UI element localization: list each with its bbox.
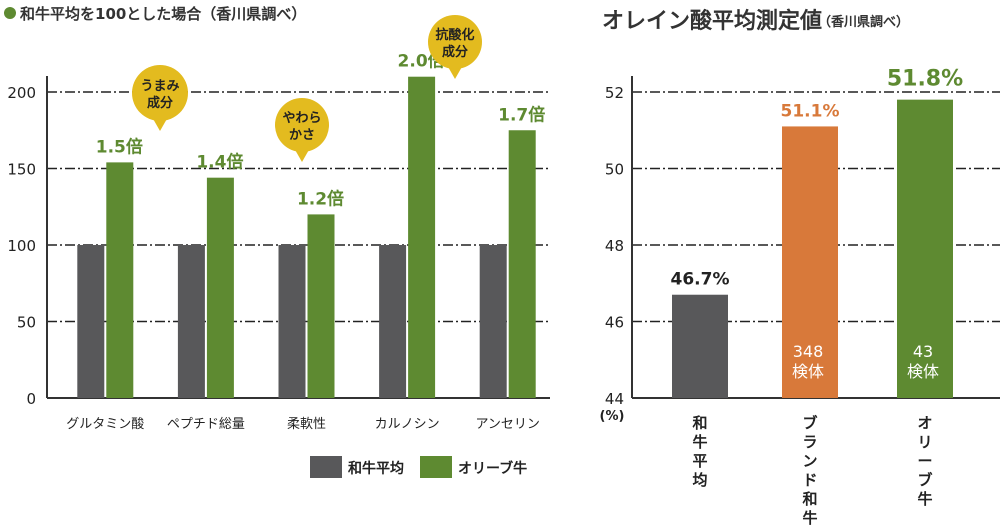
x-tick-label-char: ブ xyxy=(917,471,932,489)
legend-label-wagyu: 和牛平均 xyxy=(348,460,404,477)
bar-wagyu-average xyxy=(278,245,306,398)
y-tick-label: 50 xyxy=(17,314,36,332)
x-tick-label-char: 牛 xyxy=(917,490,932,508)
left-chart: 0501001502001.5倍グルタミン酸1.4倍ペプチド総量1.2倍柔軟性2… xyxy=(7,15,550,432)
data-label: 51.8% xyxy=(887,67,963,92)
x-tick-label: 柔軟性 xyxy=(287,416,326,432)
sample-count-label: 348 xyxy=(793,342,824,361)
x-tick-label-char: 牛 xyxy=(692,433,707,451)
right-chart-subtitle: （香川県調べ） xyxy=(818,14,909,30)
x-tick-label-char: ラ xyxy=(802,433,817,451)
bar-olive-beef xyxy=(408,76,436,398)
data-label: 51.1% xyxy=(781,101,840,121)
bar-olive-beef xyxy=(307,214,335,398)
y-tick-label: 44 xyxy=(605,390,624,408)
bar-wagyu-average xyxy=(77,245,105,398)
speech-bubble xyxy=(132,65,188,121)
y-tick-label: 200 xyxy=(7,84,36,102)
bar-wagyu-average xyxy=(177,245,205,398)
bar-olive-beef xyxy=(206,177,234,398)
sample-count-label: 検体 xyxy=(792,362,824,381)
bar-olive-beef xyxy=(106,162,134,398)
x-tick-label-char: 均 xyxy=(692,471,707,489)
x-tick-label: アンセリン xyxy=(475,417,539,432)
speech-bubble xyxy=(428,15,482,69)
legend-label-olive: オリーブ牛 xyxy=(458,460,527,477)
x-tick-label-char: ー xyxy=(917,452,932,470)
sample-count-label: 43 xyxy=(913,342,933,361)
bar-olive-beef xyxy=(508,130,536,398)
speech-bubble-text: 成分 xyxy=(442,44,468,60)
x-tick-label-char: ド xyxy=(802,471,817,489)
legend-swatch-olive xyxy=(420,456,452,478)
y-tick-label: 50 xyxy=(605,161,624,179)
speech-bubble-text: やわら xyxy=(282,111,321,126)
x-tick-label-char: リ xyxy=(917,433,932,451)
y-tick-label: 52 xyxy=(605,84,624,102)
x-tick-label-char: ブ xyxy=(802,414,817,432)
data-label: 1.5倍 xyxy=(96,136,143,157)
y-tick-label: 48 xyxy=(605,237,624,255)
speech-bubble-text: 成分 xyxy=(147,95,173,111)
right-chart: 444648505246.7%和牛平均51.1%348検体ブランド和牛51.8%… xyxy=(605,67,1000,525)
bar-wagyu-average xyxy=(672,294,728,398)
data-label: 1.2倍 xyxy=(297,188,344,209)
x-tick-label: ペプチド総量 xyxy=(167,417,245,432)
x-tick-label-char: ン xyxy=(802,452,817,470)
data-label: 46.7% xyxy=(671,270,730,290)
bar-wagyu-average xyxy=(379,245,407,398)
speech-bubble-text: かさ xyxy=(289,128,315,143)
x-tick-label: グルタミン酸 xyxy=(66,417,144,432)
legend-swatch-wagyu xyxy=(310,456,342,478)
bar-wagyu-average xyxy=(479,245,507,398)
y-tick-label: 46 xyxy=(605,314,624,332)
right-chart-title: オレイン酸平均測定値 xyxy=(602,8,822,34)
x-tick-label-char: 和 xyxy=(802,490,817,508)
speech-bubble xyxy=(275,98,329,152)
x-tick-label: カルノシン xyxy=(375,417,440,432)
y-tick-label: 0 xyxy=(26,390,36,408)
data-label: 1.7倍 xyxy=(498,104,545,125)
x-tick-label-char: 和 xyxy=(692,414,707,432)
left-chart-title: 和牛平均を100とした場合（香川県調べ） xyxy=(20,5,306,23)
x-tick-label-char: 平 xyxy=(692,452,707,470)
right-y-unit: (%) xyxy=(600,409,625,424)
x-tick-label-char: 牛 xyxy=(802,509,817,525)
data-label: 1.4倍 xyxy=(196,152,243,173)
title-bullet-icon xyxy=(4,7,16,19)
y-tick-label: 150 xyxy=(7,161,36,179)
sample-count-label: 検体 xyxy=(907,362,939,381)
x-tick-label-char: オ xyxy=(917,414,932,432)
y-tick-label: 100 xyxy=(7,237,36,255)
bar-olive-beef xyxy=(897,99,953,399)
speech-bubble-text: うまみ xyxy=(140,79,179,94)
bar-brand-wagyu xyxy=(782,126,838,399)
speech-bubble-text: 抗酸化 xyxy=(435,27,474,43)
